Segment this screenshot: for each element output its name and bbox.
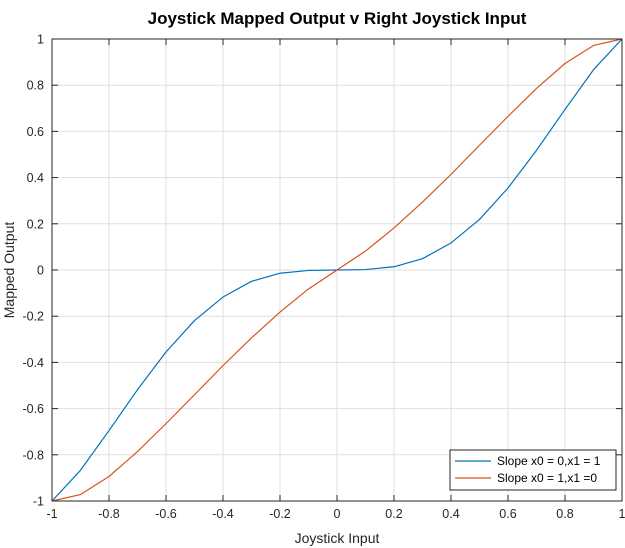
x-tick-label: -0.6 [155, 507, 177, 521]
tick-marks [51, 38, 623, 502]
y-tick-label: 0.4 [27, 171, 44, 185]
legend: Slope x0 = 0,x1 = 1 Slope x0 = 1,x1 =0 [449, 449, 617, 491]
x-tick-label: -0.4 [212, 507, 234, 521]
y-tick-label: -1 [33, 495, 44, 509]
y-tick-label: 0.6 [27, 125, 44, 139]
y-tick-label: -0.2 [22, 310, 44, 324]
x-tick-label: -0.8 [98, 507, 120, 521]
x-tick-labels: -1 -0.8 -0.6 -0.4 -0.2 0 0.2 0.4 0.6 0.8 1 [46, 507, 625, 521]
x-tick-label: 0.6 [499, 507, 516, 521]
y-tick-label: -0.4 [22, 356, 44, 370]
series-lines [51, 38, 623, 502]
chart-title: Joystick Mapped Output v Right Joystick … [148, 9, 527, 28]
x-tick-label: 0.8 [556, 507, 573, 521]
x-tick-label: 0.2 [385, 507, 402, 521]
y-tick-label: 0 [37, 264, 44, 278]
series-line-2 [51, 38, 623, 502]
y-tick-labels: -1 -0.8 -0.6 -0.4 -0.2 0 0.2 0.4 0.6 0.8 1 [22, 33, 44, 509]
y-tick-label: -0.6 [22, 402, 44, 416]
legend-box [449, 449, 617, 491]
x-axis-label: Joystick Input [295, 530, 380, 546]
x-tick-label: -0.2 [269, 507, 291, 521]
y-tick-label: -0.8 [22, 448, 44, 462]
y-axis-label: Mapped Output [1, 222, 17, 319]
x-tick-label: -1 [46, 507, 57, 521]
y-tick-label: 0.2 [27, 217, 44, 231]
y-tick-label: 0.8 [27, 79, 44, 93]
x-tick-label: 0 [334, 507, 341, 521]
x-tick-label: 0.4 [442, 507, 459, 521]
legend-label-series-1: Slope x0 = 0,x1 = 1 [497, 454, 601, 468]
legend-label-series-2: Slope x0 = 1,x1 =0 [497, 471, 597, 485]
x-tick-label: 1 [619, 507, 625, 521]
y-tick-label: 1 [37, 33, 44, 47]
